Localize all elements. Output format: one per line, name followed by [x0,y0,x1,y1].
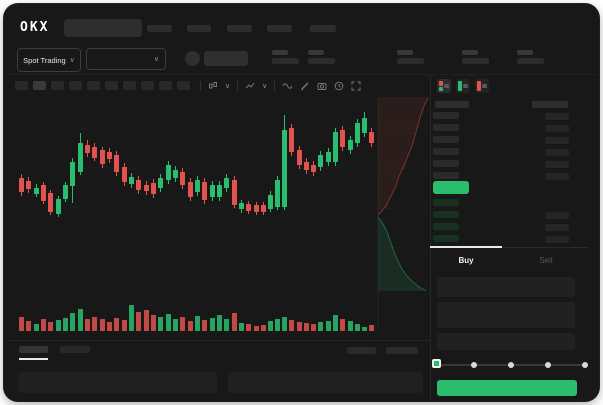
ask-price-3[interactable] [433,136,459,143]
price-chart-svg[interactable] [8,95,430,335]
stat-4-label [462,50,478,55]
pair-coin-icon [185,51,200,66]
nav-item-1[interactable] [147,25,172,32]
ask-price-2[interactable] [433,124,459,131]
slider-stop-25pct[interactable] [471,362,477,368]
timeframe-toolbar [15,81,190,91]
ask-amount-3 [545,137,569,144]
timeframe-button-9[interactable] [159,81,172,90]
draw-pencil-icon[interactable] [300,81,310,91]
chart-tools: ∨ ∨ [200,79,361,93]
timeframe-button-4[interactable] [69,81,82,90]
orderbook-view-both-icon[interactable] [437,79,451,93]
bottom-input-right[interactable] [228,372,423,393]
ask-amount-6 [545,173,569,180]
bottom-link-1[interactable] [347,347,376,354]
stat-3-value [397,58,424,64]
pair-selector-dropdown[interactable]: ∨ [86,48,166,70]
buy-submit-button[interactable] [437,380,577,396]
stat-5-value [517,58,544,64]
timeframe-button-7[interactable] [123,81,136,90]
orderbook-view-asks-icon[interactable] [475,79,489,93]
fullscreen-icon[interactable] [351,81,361,91]
indicator-icon[interactable] [245,81,255,91]
timeframe-button-6[interactable] [105,81,118,90]
timeframe-button-10[interactable] [177,81,190,90]
timeframe-button-8[interactable] [141,81,154,90]
pair-name-placeholder [204,51,248,66]
toolbar-divider [237,81,239,91]
timeframe-button-1[interactable] [15,81,28,90]
ask-price-5[interactable] [433,160,459,167]
bottom-tab-active-indicator [19,358,48,360]
bid-price-1[interactable] [433,199,459,206]
ask-price-1[interactable] [433,112,459,119]
chevron-down-icon[interactable]: ∨ [262,82,268,90]
tab-sell[interactable]: Sell [539,256,553,265]
timeframe-button-5[interactable] [87,81,100,90]
stat-1-value [272,58,299,64]
orderbook-view-bids-icon[interactable] [456,79,470,93]
stat-1-label [272,50,288,55]
amount-slider-handle[interactable] [432,359,441,368]
orderbook-last-price[interactable] [433,181,469,194]
buy-tab-active-indicator [430,246,502,248]
orderbook-view-toggles [437,79,489,93]
okx-logo: OKX [20,20,50,35]
stat-2-value [308,58,335,64]
bid-price-3[interactable] [433,223,459,230]
ask-amount-1 [545,113,569,120]
toolbar-divider [274,81,276,91]
bid-price-4[interactable] [433,235,459,242]
stat-5-label [517,50,533,55]
bid-price-2[interactable] [433,211,459,218]
amount-field[interactable] [437,302,575,328]
stat-4-value [462,58,489,64]
search-input[interactable] [64,19,142,37]
candle-style-icon[interactable] [208,81,218,91]
tab-buy[interactable]: Buy [458,256,474,265]
nav-item-2[interactable] [187,25,211,32]
spot-trading-menu-button[interactable]: Spot Trading ∨ [17,48,81,72]
total-field[interactable] [437,333,575,350]
slider-stop-100pct[interactable] [582,362,588,368]
toolbar-divider [200,81,201,91]
timeframe-button-3[interactable] [51,81,64,90]
bottom-link-2[interactable] [386,347,418,354]
ask-amount-4 [545,149,569,156]
ask-amount-2 [545,125,569,132]
bid-amount-3 [545,224,569,231]
orderbook-header-amount [532,101,568,108]
ask-amount-5 [545,161,569,168]
slider-stop-50pct[interactable] [508,362,514,368]
spot-trading-label: Spot Trading [23,55,66,65]
clock-settings-icon[interactable] [334,81,344,91]
chevron-down-icon: ∨ [153,55,159,63]
timeframe-button-2[interactable] [33,81,46,90]
bid-amount-2 [545,212,569,219]
bid-amount-4 [545,236,569,243]
ask-price-4[interactable] [433,148,459,155]
bottom-input-left[interactable] [18,372,217,393]
chevron-down-icon: ∨ [69,56,75,64]
slider-stop-75pct[interactable] [545,362,551,368]
bottom-tab-history[interactable] [60,346,90,353]
stat-2-label [308,50,324,55]
orderbook-header-price [435,101,469,108]
price-field[interactable] [437,277,575,297]
nav-item-3[interactable] [227,25,252,32]
camera-screenshot-icon[interactable] [317,81,327,91]
app-window: OKX Spot Trading ∨ ∨ ∨ ∨ [4,4,599,401]
ask-price-6[interactable] [433,172,459,179]
nav-item-5[interactable] [310,25,336,32]
wave-overlay-icon[interactable] [282,81,293,91]
nav-item-4[interactable] [267,25,292,32]
stat-3-label [397,50,413,55]
bottom-tab-orders[interactable] [19,346,48,353]
chevron-down-icon[interactable]: ∨ [225,82,231,90]
